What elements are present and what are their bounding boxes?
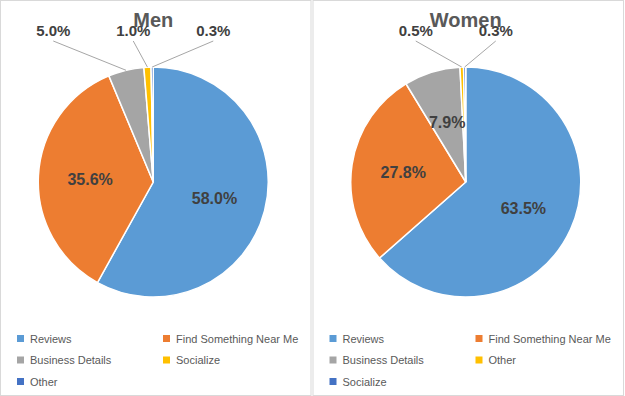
legend-label: Other [30, 376, 58, 388]
legend-swatch [476, 335, 483, 342]
legend-swatch [476, 357, 483, 364]
legend-label: Reviews [343, 333, 385, 345]
legend-swatch [17, 335, 24, 342]
data-label: 58.0% [192, 190, 237, 207]
legend-label: Reviews [30, 333, 72, 345]
legend: Reviews Find Something Near Me Business De… [330, 333, 611, 388]
data-label: 5.0% [36, 22, 70, 39]
data-label: 63.5% [501, 200, 546, 217]
leader-line [465, 41, 496, 67]
pie-panel: Women63.5%27.8%7.9%0.5%0.3%ReviewsFind S… [313, 1, 624, 396]
data-label: 7.9% [429, 114, 465, 131]
leader-line [133, 41, 147, 67]
legend-label: Business Details [30, 354, 112, 366]
pie-panel: Men58.0%35.6%5.0%1.0%0.3%ReviewsFind Som… [1, 1, 312, 396]
data-label: 0.3% [196, 22, 230, 39]
legend-label: Socialize [176, 354, 220, 366]
leader-line [416, 41, 462, 67]
data-label: 27.8% [381, 164, 426, 181]
data-label: 35.6% [67, 171, 112, 188]
panel-frame [313, 1, 624, 396]
slices [38, 67, 268, 297]
legend-label: Business Details [343, 354, 425, 366]
pie-slice [109, 67, 153, 182]
legend-swatch [330, 335, 337, 342]
leader-line [53, 41, 126, 70]
legend-label: Other [489, 354, 517, 366]
legend: Reviews Find Something Near Me Business De… [17, 333, 298, 388]
data-label: 0.5% [399, 22, 433, 39]
legend-label: Socialize [343, 376, 387, 388]
legend-swatch [163, 357, 170, 364]
leader-line [152, 41, 213, 67]
pie-slice [144, 67, 153, 182]
legend-label: Find Something Near Me [489, 333, 611, 345]
panel-frame [1, 1, 312, 396]
legend-swatch [330, 357, 337, 364]
legend-swatch [163, 335, 170, 342]
background [0, 0, 625, 396]
data-label: 0.3% [479, 22, 513, 39]
legend-label: Find Something Near Me [176, 333, 298, 345]
data-label: 1.0% [116, 22, 150, 39]
legend-swatch [17, 357, 24, 364]
chart-root: Men58.0%35.6%5.0%1.0%0.3%ReviewsFind Som… [0, 0, 625, 396]
pie-slice [151, 67, 153, 182]
legend-swatch [330, 378, 337, 385]
slices [351, 67, 581, 297]
legend-swatch [17, 378, 24, 385]
